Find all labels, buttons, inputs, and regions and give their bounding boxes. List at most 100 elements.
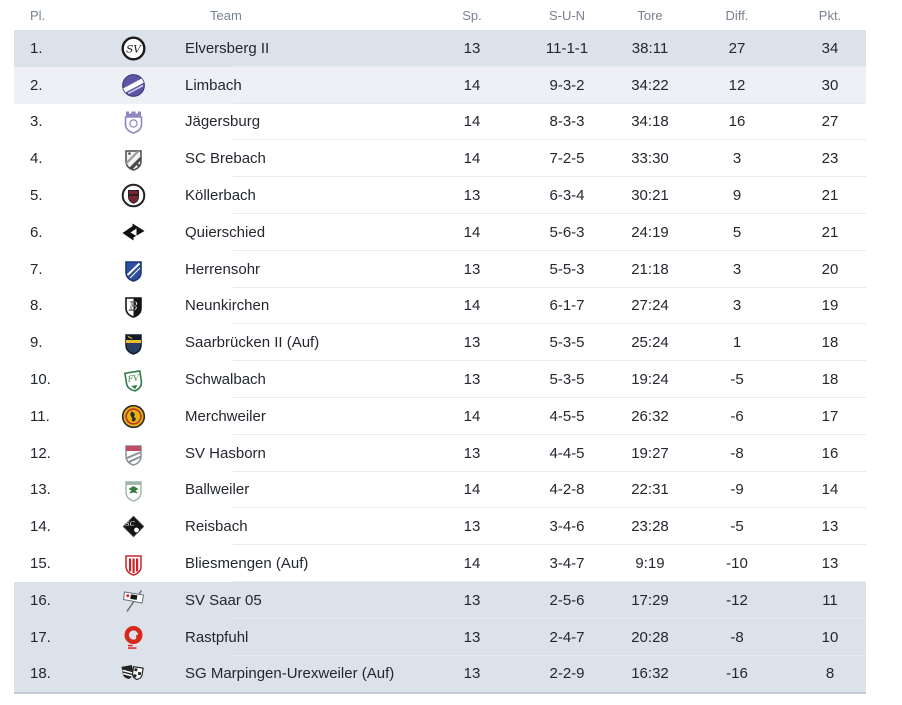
goals: 33:30	[631, 150, 669, 168]
team-name[interactable]: SV Hasborn	[185, 444, 266, 462]
saar05-flag-icon	[110, 587, 156, 614]
team-name[interactable]: SV Saar 05	[185, 591, 262, 609]
goals: 23:28	[631, 518, 669, 536]
team-name[interactable]: Merchweiler	[185, 407, 266, 425]
team-name[interactable]: Elversberg II	[185, 39, 270, 57]
points: 18	[821, 334, 839, 352]
points: 13	[821, 518, 839, 536]
table-row[interactable]: 3. Jägersburg 14 8-3-3 34:18 16 27	[14, 103, 866, 141]
team-name[interactable]: Reisbach	[185, 518, 248, 536]
goal-diff: -5	[730, 371, 744, 389]
table-row[interactable]: 9. Saarbrücken II (Auf) 13 5-3-5 25:24 1…	[14, 324, 866, 362]
goal-diff: -8	[730, 628, 744, 646]
goal-diff: -6	[730, 407, 744, 425]
goal-diff: 12	[728, 76, 746, 94]
team-name[interactable]: Saarbrücken II (Auf)	[185, 334, 320, 352]
goal-diff: 3	[732, 150, 742, 168]
matches-played: 14	[463, 76, 481, 94]
rank: 1.	[30, 39, 43, 57]
points: 13	[821, 555, 839, 573]
team-name[interactable]: Köllerbach	[185, 187, 256, 205]
team-name[interactable]: SG Marpingen-Urexweiler (Auf)	[185, 665, 395, 683]
points: 20	[821, 260, 839, 278]
table-row[interactable]: 4. SC Brebach 14 7-2-5 33:30 3 23	[14, 140, 866, 178]
svg-text:B: B	[128, 300, 138, 314]
goals: 19:27	[631, 444, 669, 462]
win-draw-loss: 3-4-7	[549, 555, 585, 573]
win-draw-loss: 5-6-3	[549, 223, 585, 241]
team-name[interactable]: Rastpfuhl	[185, 628, 249, 646]
bliesmengen-crest-icon	[110, 550, 156, 577]
rank: 8.	[30, 297, 43, 315]
header-goals: Tore	[637, 7, 663, 23]
team-name[interactable]: Herrensohr	[185, 260, 261, 278]
win-draw-loss: 6-1-7	[549, 297, 585, 315]
table-row[interactable]: 2. Limbach 14 9-3-2 34:22 12 30	[14, 66, 866, 104]
matches-played: 14	[463, 223, 481, 241]
table-row[interactable]: 6. Quierschied 14 5-6-3 24:19 5 21	[14, 213, 866, 251]
rank: 9.	[30, 334, 43, 352]
goal-diff: -16	[726, 665, 748, 683]
win-draw-loss: 6-3-4	[549, 187, 585, 205]
table-row[interactable]: 11. Merchweiler 14 4-5-5 26:32 -6 17	[14, 397, 866, 435]
matches-played: 14	[463, 555, 481, 573]
team-name[interactable]: Jägersburg	[185, 113, 261, 131]
brebach-crest-icon	[110, 145, 156, 172]
table-row[interactable]: 18. SG Marpingen-Urexweiler (Auf) 13 2-2…	[14, 655, 866, 693]
rastpfuhl-crest-icon	[110, 624, 156, 651]
goals: 20:28	[631, 628, 669, 646]
table-row[interactable]: 8. B Neunkirchen 14 6-1-7 27:24 3 19	[14, 287, 866, 325]
goals: 22:31	[631, 481, 669, 499]
reisbach-crest-icon: SC	[110, 513, 156, 540]
team-name[interactable]: Bliesmengen (Auf)	[185, 555, 309, 573]
rank: 15.	[30, 555, 51, 573]
goals: 9:19	[635, 555, 665, 573]
points: 34	[821, 39, 839, 57]
team-name[interactable]: SC Brebach	[185, 150, 266, 168]
points: 17	[821, 407, 839, 425]
points: 11	[822, 591, 838, 609]
table-row[interactable]: 13. Ballweiler 14 4-2-8 22:31 -9 14	[14, 471, 866, 509]
points: 21	[821, 187, 839, 205]
table-row[interactable]: 10. FV Schwalbach 13 5-3-5 19:24 -5 18	[14, 361, 866, 398]
points: 16	[821, 444, 839, 462]
table-row[interactable]: 5. Köllerbach 13 6-3-4 30:21 9 21	[14, 177, 866, 214]
team-name[interactable]: Schwalbach	[185, 371, 266, 389]
points: 14	[821, 481, 839, 499]
team-name[interactable]: Quierschied	[185, 223, 266, 241]
matches-played: 13	[463, 444, 481, 462]
matches-played: 13	[463, 628, 481, 646]
table-row[interactable]: 1. SV Elversberg II 13 11-1-1 38:11 27 3…	[14, 30, 866, 67]
points: 19	[821, 297, 839, 315]
team-name[interactable]: Ballweiler	[185, 481, 250, 499]
points: 10	[821, 628, 839, 646]
matches-played: 14	[463, 113, 481, 131]
points: 30	[821, 76, 839, 94]
table-row[interactable]: 15. Bliesmengen (Auf) 14 3-4-7 9:19 -10 …	[14, 545, 866, 582]
table-row[interactable]: 16. SV Saar 05 13 2-5-6 17:29 -12 11	[14, 581, 866, 619]
win-draw-loss: 11-1-1	[545, 39, 589, 57]
table-row[interactable]: 14. SC Reisbach 13 3-4-6 23:28 -5 13	[14, 508, 866, 546]
header-matches: Sp.	[462, 7, 482, 23]
team-name[interactable]: Limbach	[185, 76, 242, 94]
table-row[interactable]: 12. SV Hasborn 13 4-4-5 19:27 -8 16	[14, 434, 866, 472]
svg-text:SV: SV	[126, 43, 142, 55]
league-table: Pl. Team Sp. S-U-N Tore Diff. Pkt. 1. SV…	[14, 0, 866, 695]
table-row[interactable]: 7. Herrensohr 13 5-5-3 21:18 3 20	[14, 250, 866, 288]
goal-diff: 9	[732, 187, 742, 205]
matches-played: 14	[463, 407, 481, 425]
rank: 12.	[30, 444, 51, 462]
goal-diff: 3	[732, 260, 742, 278]
team-name[interactable]: Neunkirchen	[185, 297, 270, 315]
table-row[interactable]: 17. Rastpfuhl 13 2-4-7 20:28 -8 10	[14, 618, 866, 656]
win-draw-loss: 7-2-5	[549, 150, 585, 168]
goal-diff: 27	[728, 39, 746, 57]
win-draw-loss: 3-4-6	[549, 518, 585, 536]
rank: 17.	[30, 628, 51, 646]
rank: 11.	[30, 407, 50, 425]
points: 23	[821, 150, 839, 168]
goal-diff: -12	[726, 591, 748, 609]
rank: 6.	[30, 223, 43, 241]
marpingen-crest-icon	[110, 660, 156, 687]
goal-diff: 3	[732, 297, 742, 315]
